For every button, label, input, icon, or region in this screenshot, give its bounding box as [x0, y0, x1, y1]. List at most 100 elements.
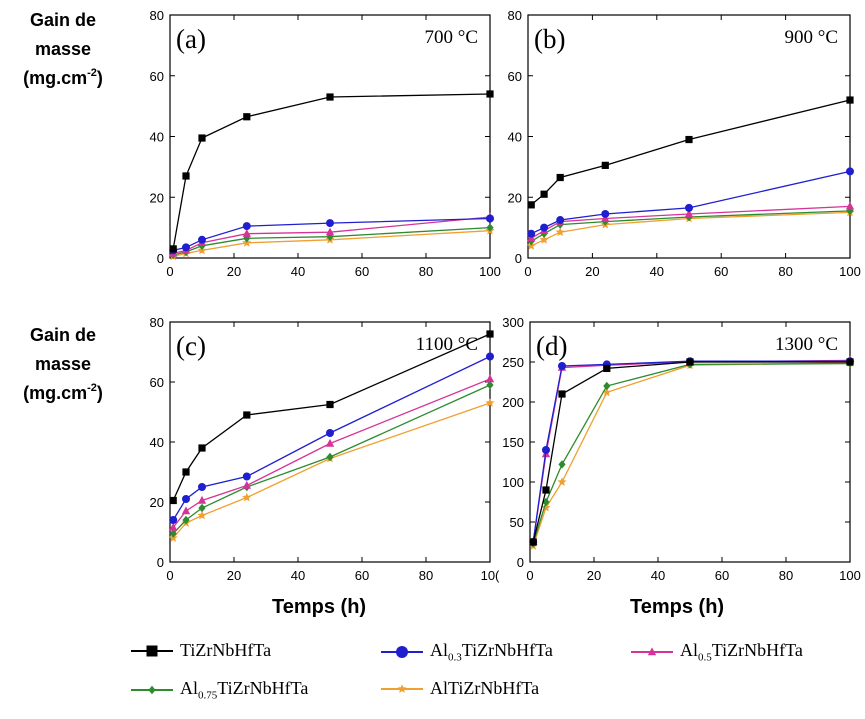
x-tick-label: 40 [291, 568, 305, 583]
series-line [172, 384, 491, 534]
data-point [686, 358, 694, 366]
data-point [198, 483, 206, 491]
data-point [169, 522, 178, 531]
data-point [242, 492, 252, 502]
data-point [182, 495, 190, 503]
data-point [326, 400, 334, 409]
data-point [326, 452, 334, 462]
x-axis-label-right: Temps (h) [630, 596, 725, 618]
y-label-suffix: ) [96, 383, 103, 403]
y-label-line1: Gain de [29, 10, 96, 30]
y-tick-label: 40 [150, 130, 164, 145]
y-tick-label: 200 [502, 395, 524, 410]
series-line [532, 362, 851, 547]
panel-letter: (a) [176, 24, 206, 54]
series-Al0.5TiZrNbHfTa [169, 374, 495, 531]
data-point [197, 495, 207, 504]
y-tick-label: 60 [150, 375, 164, 390]
data-point [198, 134, 206, 142]
legend-label-prefix: Al [430, 640, 448, 660]
series-line [530, 99, 851, 206]
series-line [172, 355, 491, 521]
legend-label: TiZrNbHfTa [180, 640, 271, 661]
x-tick-label: 20 [227, 568, 241, 583]
series-line [532, 359, 851, 543]
series-TiZrNbHfTa [169, 330, 494, 505]
data-point [486, 214, 494, 223]
y-tick-label: 40 [150, 435, 164, 450]
y-label-line3: (mg.cm-2) [4, 64, 122, 93]
series-AlTiZrNbHfTa [168, 398, 495, 542]
series-line [172, 333, 491, 501]
data-point [182, 243, 190, 252]
x-tick-label: 10( [481, 568, 500, 583]
legend-item: Al0.3TiZrNbHfTa [380, 640, 553, 664]
legend-label-prefix: Al [680, 640, 698, 660]
y-tick-label: 0 [157, 555, 164, 570]
x-tick-label: 60 [355, 568, 369, 583]
data-point [845, 201, 855, 210]
series-line [532, 361, 850, 543]
legend-label-text: TiZrNbHfTa [217, 678, 309, 698]
x-tick-label: 0 [166, 568, 173, 583]
legend-item: Al0.5TiZrNbHfTa [630, 640, 803, 664]
data-point [198, 235, 206, 244]
x-tick-label: 80 [419, 568, 433, 583]
y-tick-label: 40 [508, 130, 522, 145]
data-point [486, 223, 494, 232]
legend-label-prefix: Al [180, 678, 198, 698]
y-tick-label: 150 [502, 435, 524, 450]
data-point [326, 219, 334, 228]
data-point [556, 173, 564, 182]
data-point [242, 480, 251, 489]
data-point [542, 446, 550, 454]
x-tick-label: 20 [585, 264, 599, 279]
y-label-prefix: (mg.cm [23, 68, 88, 88]
data-point [557, 477, 567, 486]
data-point [602, 387, 612, 397]
x-tick-label: 100 [479, 264, 501, 279]
y-tick-label: 0 [515, 251, 522, 266]
legend: TiZrNbHfTa Al0.3TiZrNbHfTa Al0.5TiZrNbHfTa… [130, 640, 860, 718]
chart-panel-3: 0 20 40 60 80 0 20 40 60 80 10((c) 1100 °C [150, 315, 501, 583]
legend-item: TiZrNbHfTa [130, 640, 271, 661]
chart-panel-1: 0 20 40 60 80 0 20 40 60 80 100 (a) 700 °C [150, 8, 501, 279]
series-line [172, 93, 491, 250]
y-tick-label: 80 [150, 315, 164, 330]
y-tick-label: 50 [510, 515, 524, 530]
y-label-line2: masse [34, 39, 92, 59]
x-tick-label: 0 [524, 264, 531, 279]
legend-item: Al0.75TiZrNbHfTa [130, 678, 308, 702]
x-tick-label: 0 [526, 568, 533, 583]
legend-label-text: TiZrNbHfTa [461, 640, 553, 660]
data-point [527, 201, 535, 209]
y-tick-label: 100 [502, 475, 524, 490]
data-point [326, 429, 334, 437]
data-point [603, 364, 611, 372]
x-tick-label: 20 [587, 568, 601, 583]
data-point [485, 398, 495, 407]
legend-label-text: TiZrNbHfTa [711, 640, 803, 660]
legend-label: Al0.75TiZrNbHfTa [180, 678, 308, 702]
legend-swatch [131, 645, 173, 656]
data-point [603, 381, 611, 391]
data-point [486, 90, 494, 98]
y-tick-label: 20 [508, 190, 522, 205]
y-label-sup: -2 [87, 67, 97, 79]
data-point [243, 113, 251, 121]
chart-panel-4: 0 50 100 150 200 250 300 0 20 40 60 80 100 (d) 1300 °C [502, 315, 861, 583]
y-tick-label: 80 [150, 8, 164, 23]
data-point [182, 172, 190, 180]
data-point [555, 227, 565, 237]
data-point [685, 135, 693, 144]
data-point [326, 93, 334, 101]
legend-swatch [381, 683, 423, 693]
legend-label-text: AlTiZrNbHfTa [430, 678, 540, 698]
panel-letter: (c) [176, 331, 206, 361]
series-line [530, 170, 851, 235]
data-point [542, 486, 550, 494]
data-point [198, 444, 206, 452]
x-tick-label: 60 [715, 568, 729, 583]
data-point [540, 223, 549, 232]
legend-marker [148, 685, 156, 694]
